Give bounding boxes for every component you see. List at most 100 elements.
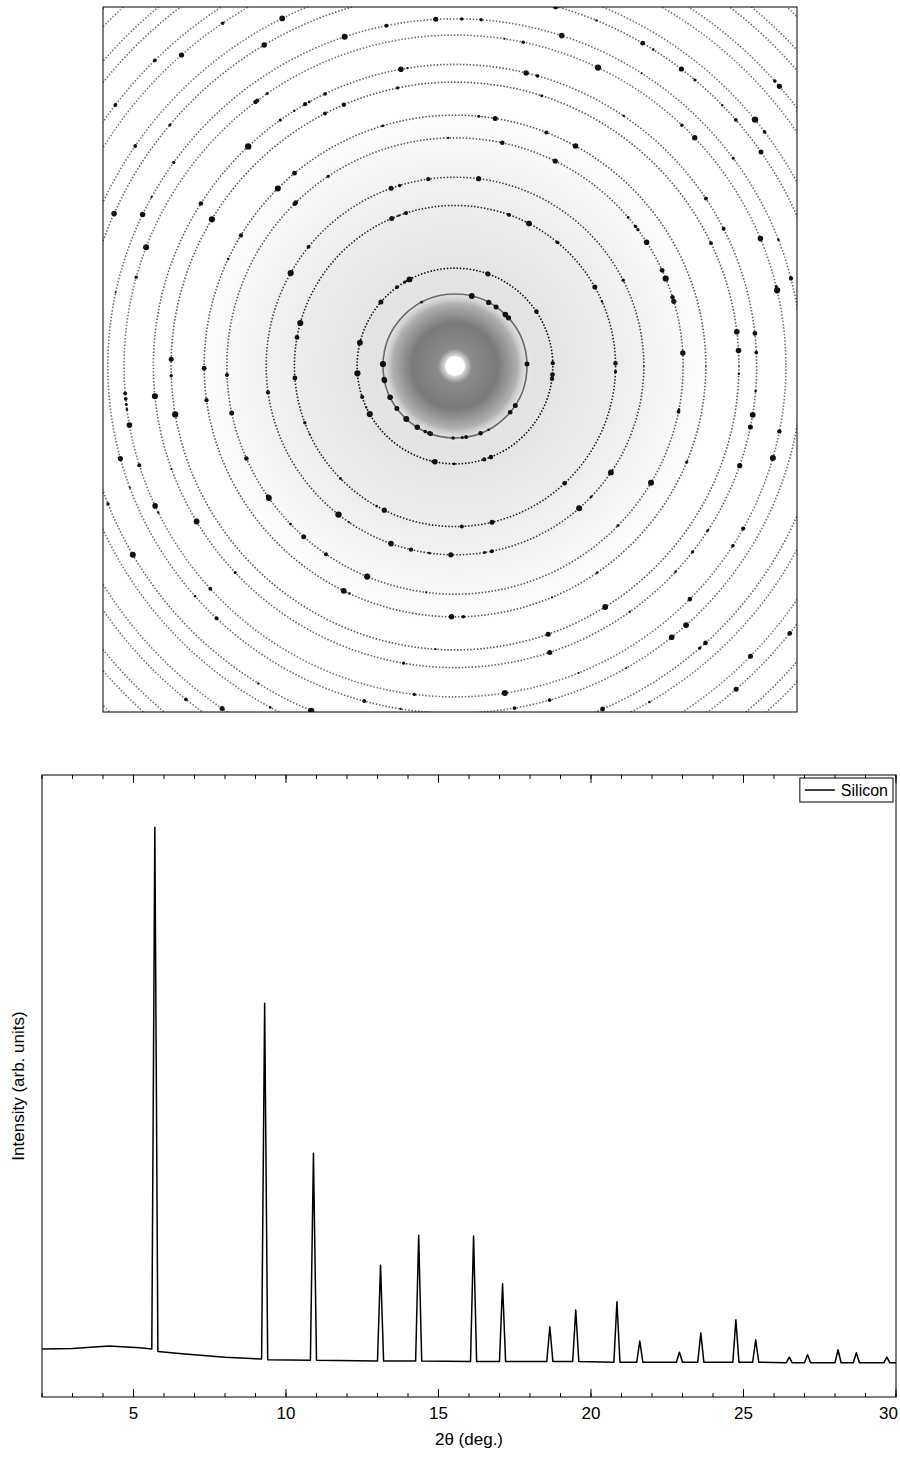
diffraction-spot [409,547,413,551]
minor-tick [835,1393,836,1397]
diffraction-spot [152,393,158,399]
diffraction-spot [114,103,118,107]
diffraction-spot [137,463,141,467]
diffraction-spot [469,293,475,299]
x-tick [133,775,134,783]
diffraction-spot [674,570,677,573]
diffraction-spot [734,687,739,692]
diffraction-ring [124,35,786,697]
diffraction-spot [737,463,742,468]
image-background [103,7,797,712]
x-tick [896,1389,897,1397]
minor-tick [164,1393,165,1397]
diffraction-spot [732,157,735,160]
image-frame [103,7,797,712]
diffraction-spot [140,212,145,217]
x-tick [438,1389,439,1397]
diffraction-ring [103,7,797,712]
plot-area [42,827,896,1363]
x-tick [286,775,287,783]
x-tick-label: 5 [129,1404,138,1423]
diffraction-spot [309,708,315,712]
diffraction-spot [342,103,346,107]
diffraction-spot [106,502,109,505]
diffraction-spot [556,241,559,244]
diffraction-spot [426,177,430,181]
diffraction-ring [108,19,797,712]
diffraction-spot [663,275,669,281]
diffraction-spot [453,463,456,466]
diffraction-spot [396,86,399,89]
diffraction-spot [691,550,694,553]
diffraction-spot [348,521,350,523]
diffraction-spot [613,361,618,366]
diffraction-spot [648,701,651,704]
diffraction-spot [413,693,416,696]
minor-tick [499,1393,500,1397]
diffraction-spot [308,101,311,104]
data-line [42,827,896,1363]
diffraction-spot [390,217,394,221]
diffraction-spot [153,59,157,63]
diffraction-spot [734,329,740,335]
diffraction-spot [170,374,173,377]
diffraction-spot [595,19,597,21]
diffraction-spot [125,403,128,406]
diffraction-spot [398,184,402,188]
diffraction-spot [323,112,327,116]
diffraction-spot [592,285,597,290]
diffraction-spot [275,186,281,192]
diffraction-spot [608,470,614,476]
diffraction-spot [752,116,758,122]
x-tick-label: 25 [734,1404,753,1423]
minor-tick [194,1393,195,1397]
minor-tick [560,1393,561,1397]
diffraction-spot [777,84,782,89]
diffraction-spot [596,572,598,574]
diffraction-spot [432,459,437,464]
x-tick [743,1389,744,1397]
diffraction-spot [525,362,530,367]
diffraction-spot [625,667,627,669]
diffraction-spot [266,92,269,95]
diffraction-spot [335,511,341,517]
beam-halo [377,288,533,444]
diffraction-spot [297,320,303,326]
minor-tick [713,775,714,779]
diffraction-spot [476,176,481,181]
diffraction-spot [380,361,386,367]
diffraction-spot [671,299,676,304]
x-tick [591,775,592,783]
minor-tick [103,1393,104,1397]
diffraction-spot [526,221,532,227]
diffraction-spot [194,595,196,597]
diffraction-spot [169,357,174,362]
diffraction-spot [479,18,482,21]
diffraction-spot [433,18,435,20]
diffraction-spot [194,519,200,525]
diffraction-spot [266,495,272,501]
diffraction-spot [303,102,307,106]
diffraction-spot [634,225,637,228]
diffraction-spot [703,641,708,646]
diffraction-spot [487,428,490,431]
diffraction-spot [483,551,486,554]
diffraction-spot [763,130,767,134]
diffraction-spot [486,300,491,305]
diffraction-spot [406,67,408,69]
minor-tick [621,775,622,779]
diffraction-spot [129,487,131,489]
diffraction-spot [602,604,608,610]
diffraction-spot [477,115,480,118]
diffraction-spot [494,304,499,309]
diffraction-spot [266,390,270,394]
diffraction-spot [504,38,506,40]
beam-spot [445,356,465,376]
y-axis-title: Intensity (arb. units) [9,1011,28,1160]
diffraction-spot [382,378,387,383]
diffraction-spot [614,370,617,373]
diffraction-spot [754,390,757,393]
diffraction-spot [777,429,781,433]
diffraction-spot [115,292,117,294]
diffraction-spot [544,130,548,134]
